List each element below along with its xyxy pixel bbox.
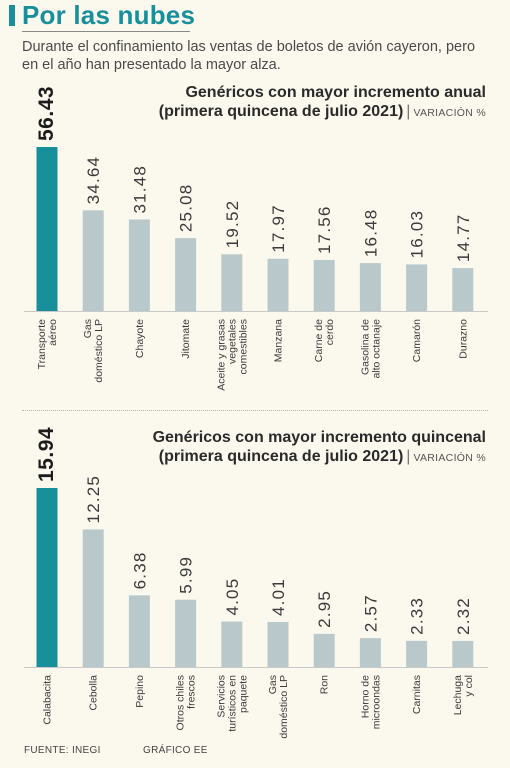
bar <box>313 633 335 667</box>
bar <box>36 147 58 311</box>
annual-chart-title: Genéricos con mayor incremento anual (pr… <box>159 83 486 123</box>
category-label: Chayote <box>134 319 146 358</box>
category-label: Aceite y grasasvegetalescomestibles <box>215 319 249 391</box>
category-label: Gasdoméstico LP <box>267 675 290 739</box>
category-label: Carne decerdo <box>313 319 336 362</box>
title-separator: | <box>406 103 411 120</box>
source-note: FUENTE: INEGI <box>24 745 101 756</box>
category-label: Ron <box>319 675 331 694</box>
bar <box>128 595 150 667</box>
value-label: 25.08 <box>177 184 196 233</box>
annual-increase-bar-chart: 56.43 Transporteaéreo 34.64 Gasdoméstico LP… <box>24 86 488 391</box>
category-label: Gasdoméstico LP <box>82 319 105 383</box>
value-label: 5.99 <box>177 556 196 594</box>
bar <box>82 529 104 667</box>
category-label: Pepino <box>134 675 146 708</box>
bar <box>313 259 335 311</box>
category-label: Durazno <box>457 319 469 359</box>
annual-chart-title-line2-row: (primera quincena de julio 2021) | VARIACI… <box>159 102 486 123</box>
biweekly-chart-title-line2: (primera quincena de julio 2021) <box>158 448 404 465</box>
bar <box>221 621 243 667</box>
category-label: Horno demicroondas <box>359 675 382 729</box>
page-subtitle: Durante el confinamiento las ventas de b… <box>22 39 476 73</box>
category-label: Camarón <box>411 319 423 362</box>
bar <box>82 210 104 311</box>
value-label: 16.03 <box>408 210 427 259</box>
graphic-credit: GRÁFICO EE <box>143 745 208 756</box>
value-label: 2.32 <box>454 597 473 635</box>
bar <box>36 488 58 667</box>
value-label: 17.97 <box>269 204 288 253</box>
annual-chart-title-line2: (primera quincena de julio 2021) <box>158 103 404 120</box>
category-label: Lechugay col <box>452 675 475 715</box>
category-label: Gasolina dealto octanaje <box>359 319 382 379</box>
bar <box>175 599 197 667</box>
title-underline <box>22 31 190 32</box>
biweekly-chart-title-line2-row: (primera quincena de julio 2021) | VARIACI… <box>153 447 486 468</box>
bar <box>452 640 474 667</box>
value-label: 15.94 <box>35 427 58 482</box>
bar <box>452 268 474 311</box>
section-divider <box>22 410 488 411</box>
category-label: Transporteaéreo <box>36 319 59 370</box>
category-label: Serviciosturísticos enpaquete <box>215 675 249 732</box>
bar <box>175 238 197 311</box>
bar <box>359 263 381 311</box>
category-label: Manzana <box>273 319 285 362</box>
category-label: Otros chilesfrescos <box>175 675 198 730</box>
header: Por las nubes <box>0 0 510 34</box>
page-title: Por las nubes <box>22 0 196 30</box>
value-label: 34.64 <box>84 156 103 205</box>
biweekly-chart-title-line1: Genéricos con mayor incremento quincenal <box>152 429 486 446</box>
value-label: 12.25 <box>84 475 103 524</box>
value-label: 2.95 <box>315 590 334 628</box>
bar <box>359 638 381 667</box>
value-label: 56.43 <box>35 86 58 141</box>
value-label: 19.52 <box>223 200 242 249</box>
bar <box>221 254 243 311</box>
title-accent-bar <box>9 5 15 26</box>
category-label: Calabacita <box>42 675 54 725</box>
category-label: Cebolla <box>88 675 100 711</box>
value-label: 2.33 <box>408 597 427 635</box>
value-label: 4.01 <box>269 578 288 616</box>
value-label: 6.38 <box>130 551 149 589</box>
value-label: 14.77 <box>454 214 473 263</box>
category-label: Jitomate <box>180 319 192 359</box>
bar <box>267 621 289 667</box>
title-separator: | <box>406 448 411 465</box>
value-label: 17.56 <box>315 205 334 254</box>
annual-chart-title-line1: Genéricos con mayor incremento anual <box>185 84 486 101</box>
annual-chart-unit-label: VARIACIÓN % <box>413 107 486 119</box>
biweekly-chart-unit-label: VARIACIÓN % <box>413 452 486 464</box>
bar <box>128 219 150 311</box>
bar <box>406 264 428 311</box>
bar <box>406 640 428 667</box>
value-label: 31.48 <box>130 165 149 214</box>
value-label: 2.57 <box>361 594 380 632</box>
category-label: Carnitas <box>411 675 423 714</box>
biweekly-chart-title: Genéricos con mayor incremento quincenal… <box>153 428 486 468</box>
value-label: 16.48 <box>361 209 380 258</box>
bar <box>267 258 289 311</box>
value-label: 4.05 <box>223 578 242 616</box>
